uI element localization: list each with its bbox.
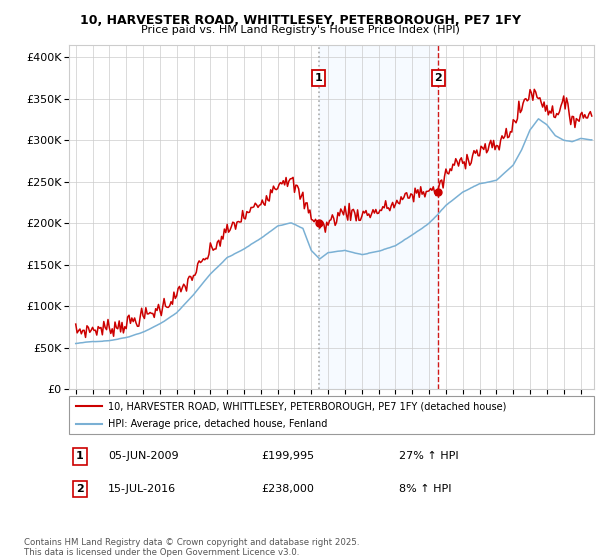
Text: 10, HARVESTER ROAD, WHITTLESEY, PETERBOROUGH, PE7 1FY: 10, HARVESTER ROAD, WHITTLESEY, PETERBOR…	[79, 14, 521, 27]
Text: 10, HARVESTER ROAD, WHITTLESEY, PETERBOROUGH, PE7 1FY (detached house): 10, HARVESTER ROAD, WHITTLESEY, PETERBOR…	[108, 401, 506, 411]
Text: 05-JUN-2009: 05-JUN-2009	[108, 451, 179, 461]
Text: 8% ↑ HPI: 8% ↑ HPI	[399, 484, 452, 494]
Bar	[319, 45, 438, 389]
Text: Contains HM Land Registry data © Crown copyright and database right 2025.
This d: Contains HM Land Registry data © Crown c…	[24, 538, 359, 557]
Text: HPI: Average price, detached house, Fenland: HPI: Average price, detached house, Fenl…	[108, 419, 328, 429]
Text: 2: 2	[76, 484, 83, 494]
Text: 15-JUL-2016: 15-JUL-2016	[108, 484, 176, 494]
Text: 1: 1	[76, 451, 83, 461]
Text: £199,995: £199,995	[261, 451, 314, 461]
Text: 27% ↑ HPI: 27% ↑ HPI	[399, 451, 458, 461]
Text: £238,000: £238,000	[261, 484, 314, 494]
Text: 1: 1	[314, 73, 322, 83]
Text: 2: 2	[434, 73, 442, 83]
Text: Price paid vs. HM Land Registry's House Price Index (HPI): Price paid vs. HM Land Registry's House …	[140, 25, 460, 35]
